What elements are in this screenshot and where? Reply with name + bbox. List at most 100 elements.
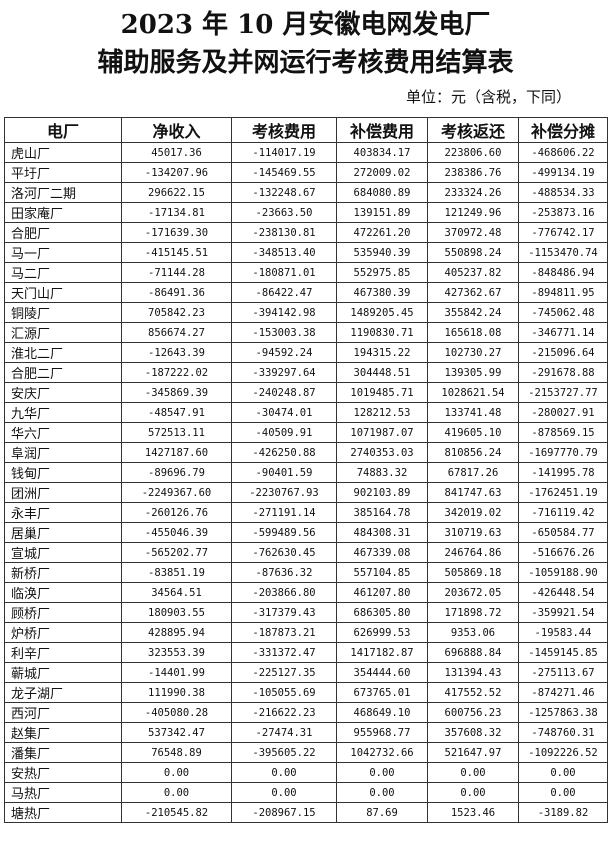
compensation-share-cell: 0.00 bbox=[518, 782, 608, 803]
assessment-refund-cell: 0.00 bbox=[427, 782, 519, 803]
table-row: 安热厂 0.00 0.00 0.00 0.00 0.00 bbox=[4, 762, 608, 783]
compensation-share-cell: -275113.67 bbox=[518, 662, 608, 683]
compensation-share-cell: -776742.17 bbox=[518, 222, 608, 243]
assessment-refund-cell: 417552.52 bbox=[427, 682, 519, 703]
net-income-cell: -2249367.60 bbox=[121, 482, 232, 503]
assessment-fee-cell: -348513.40 bbox=[231, 242, 337, 263]
net-income-cell: 1427187.60 bbox=[121, 442, 232, 463]
table-row: 平圩厂 -134207.96 -145469.55 272009.02 238386.7… bbox=[4, 162, 608, 183]
compensation-share-cell: -3189.82 bbox=[518, 802, 608, 823]
assessment-refund-cell: 165618.08 bbox=[427, 322, 519, 343]
table-row: 临涣厂 34564.51 -203866.80 461207.80 203672.05-… bbox=[4, 582, 608, 603]
table-row: 潘集厂 76548.89 -395605.22 1042732.66 521647.97… bbox=[4, 742, 608, 763]
table-row: 新桥厂 -83851.19 -87636.32 557104.85 505869.18-… bbox=[4, 562, 608, 583]
assessment-fee-cell: -23663.50 bbox=[231, 202, 337, 223]
compensation-share-cell: -141995.78 bbox=[518, 462, 608, 483]
assessment-refund-cell: 0.00 bbox=[427, 762, 519, 783]
plant-name-cell: 合肥厂 bbox=[4, 222, 122, 243]
assessment-refund-cell: 370972.48 bbox=[427, 222, 519, 243]
net-income-cell: 705842.23 bbox=[121, 302, 232, 323]
compensation-share-cell: -468606.22 bbox=[518, 142, 608, 163]
plant-name-cell: 马二厂 bbox=[4, 262, 122, 283]
assessment-refund-cell: 171898.72 bbox=[427, 602, 519, 623]
plant-name-cell: 马一厂 bbox=[4, 242, 122, 263]
assessment-refund-cell: 203672.05 bbox=[427, 582, 519, 603]
assessment-refund-cell: 102730.27 bbox=[427, 342, 519, 363]
compensation-fee-cell: 2740353.03 bbox=[336, 442, 428, 463]
compensation-share-cell: -488534.33 bbox=[518, 182, 608, 203]
compensation-share-cell: -1153470.74 bbox=[518, 242, 608, 263]
assessment-refund-cell: 419605.10 bbox=[427, 422, 519, 443]
compensation-share-cell: -894811.95 bbox=[518, 282, 608, 303]
plant-name-cell: 马热厂 bbox=[4, 782, 122, 803]
net-income-cell: -415145.51 bbox=[121, 242, 232, 263]
compensation-fee-cell: 0.00 bbox=[336, 782, 428, 803]
assessment-refund-cell: 342019.02 bbox=[427, 502, 519, 523]
assessment-refund-cell: 133741.48 bbox=[427, 402, 519, 423]
net-income-cell: 296622.15 bbox=[121, 182, 232, 203]
compensation-fee-cell: 626999.53 bbox=[336, 622, 428, 643]
col-header-compensation-fee: 补偿费用 bbox=[336, 117, 428, 143]
assessment-fee-cell: -216622.23 bbox=[231, 702, 337, 723]
compensation-fee-cell: 535940.39 bbox=[336, 242, 428, 263]
assessment-refund-cell: 355842.24 bbox=[427, 302, 519, 323]
net-income-cell: -12643.39 bbox=[121, 342, 232, 363]
compensation-fee-cell: 1190830.71 bbox=[336, 322, 428, 343]
net-income-cell: 323553.39 bbox=[121, 642, 232, 663]
assessment-refund-cell: 1028621.54 bbox=[427, 382, 519, 403]
net-income-cell: -83851.19 bbox=[121, 562, 232, 583]
compensation-share-cell: -1059188.90 bbox=[518, 562, 608, 583]
plant-name-cell: 平圩厂 bbox=[4, 162, 122, 183]
table-row: 西河厂 -405080.28 -216622.23 468649.10 600756.2… bbox=[4, 702, 608, 723]
assessment-refund-cell: 810856.24 bbox=[427, 442, 519, 463]
compensation-share-cell: -716119.42 bbox=[518, 502, 608, 523]
net-income-cell: 0.00 bbox=[121, 762, 232, 783]
table-row: 田家庵厂 -17134.81 -23663.50 139151.89 121249.96… bbox=[4, 202, 608, 223]
assessment-refund-cell: 357608.32 bbox=[427, 722, 519, 743]
compensation-fee-cell: 557104.85 bbox=[336, 562, 428, 583]
assessment-refund-cell: 600756.23 bbox=[427, 702, 519, 723]
net-income-cell: -455046.39 bbox=[121, 522, 232, 543]
assessment-fee-cell: -238130.81 bbox=[231, 222, 337, 243]
compensation-share-cell: -426448.54 bbox=[518, 582, 608, 603]
compensation-fee-cell: 686305.80 bbox=[336, 602, 428, 623]
net-income-cell: -405080.28 bbox=[121, 702, 232, 723]
compensation-fee-cell: 403834.17 bbox=[336, 142, 428, 163]
table-row: 阜润厂 1427187.60 -426250.88 2740353.03 810856.… bbox=[4, 442, 608, 463]
net-income-cell: 45017.36 bbox=[121, 142, 232, 163]
plant-name-cell: 蕲城厂 bbox=[4, 662, 122, 683]
assessment-refund-cell: 238386.76 bbox=[427, 162, 519, 183]
compensation-share-cell: -1762451.19 bbox=[518, 482, 608, 503]
table-row: 居巢厂 -455046.39 -599489.56 484308.31 310719.6… bbox=[4, 522, 608, 543]
compensation-share-cell: -748760.31 bbox=[518, 722, 608, 743]
compensation-fee-cell: 461207.80 bbox=[336, 582, 428, 603]
col-header-compensation-share: 补偿分摊 bbox=[518, 117, 608, 143]
plant-name-cell: 炉桥厂 bbox=[4, 622, 122, 643]
col-header-net-income: 净收入 bbox=[121, 117, 232, 143]
assessment-fee-cell: -339297.64 bbox=[231, 362, 337, 383]
compensation-share-cell: -2153727.77 bbox=[518, 382, 608, 403]
compensation-fee-cell: 902103.89 bbox=[336, 482, 428, 503]
net-income-cell: -210545.82 bbox=[121, 802, 232, 823]
compensation-fee-cell: 304448.51 bbox=[336, 362, 428, 383]
compensation-share-cell: -253873.16 bbox=[518, 202, 608, 223]
compensation-share-cell: 0.00 bbox=[518, 762, 608, 783]
assessment-fee-cell: -394142.98 bbox=[231, 302, 337, 323]
unit-note: 单位：元（含税，下同） bbox=[405, 88, 571, 106]
assessment-fee-cell: -90401.59 bbox=[231, 462, 337, 483]
compensation-share-cell: -280027.91 bbox=[518, 402, 608, 423]
net-income-cell: 180903.55 bbox=[121, 602, 232, 623]
compensation-share-cell: -291678.88 bbox=[518, 362, 608, 383]
table-row: 淮北二厂 -12643.39 -94592.24 194315.22 102730.27… bbox=[4, 342, 608, 363]
plant-name-cell: 九华厂 bbox=[4, 402, 122, 423]
plant-name-cell: 潘集厂 bbox=[4, 742, 122, 763]
compensation-fee-cell: 467339.08 bbox=[336, 542, 428, 563]
net-income-cell: 0.00 bbox=[121, 782, 232, 803]
table-row: 龙子湖厂 111990.38 -105055.69 673765.01 417552.5… bbox=[4, 682, 608, 703]
plant-name-cell: 田家庵厂 bbox=[4, 202, 122, 223]
plant-name-cell: 宣城厂 bbox=[4, 542, 122, 563]
plant-name-cell: 华六厂 bbox=[4, 422, 122, 443]
compensation-fee-cell: 472261.20 bbox=[336, 222, 428, 243]
plant-name-cell: 团洲厂 bbox=[4, 482, 122, 503]
net-income-cell: -48547.91 bbox=[121, 402, 232, 423]
